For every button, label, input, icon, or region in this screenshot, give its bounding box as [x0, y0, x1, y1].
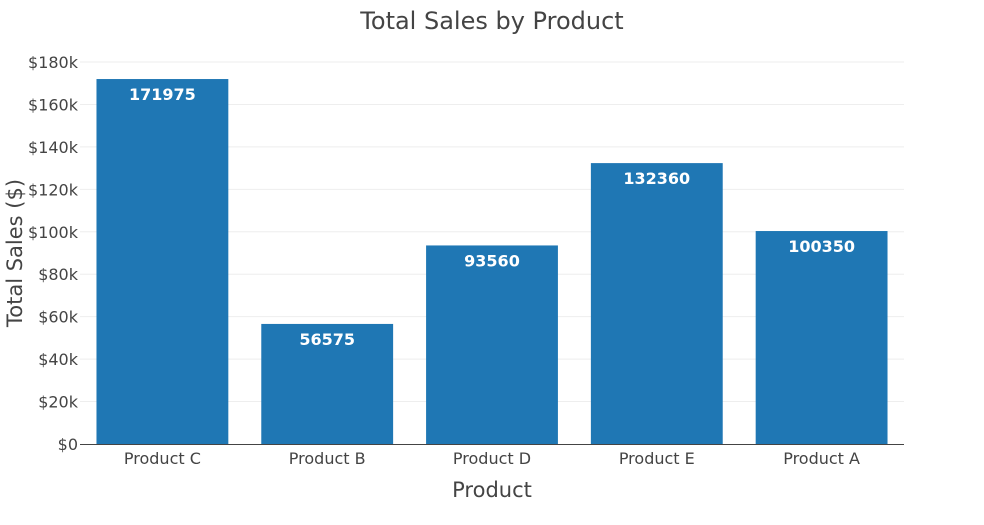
bar-value-label: 56575 — [299, 330, 355, 349]
y-axis-title: Total Sales ($) — [3, 179, 27, 328]
y-tick-label: $80k — [38, 265, 79, 284]
y-tick-label: $160k — [28, 95, 79, 114]
chart-title: Total Sales by Product — [359, 7, 623, 35]
x-tick-label: Product C — [124, 449, 201, 468]
y-axis-ticks: $0 $20k $40k $60k $80k $100k $120k $140k $160k $1… — [28, 53, 79, 454]
bar-labels: 171975 56575 93560 132360 100350 — [129, 85, 855, 349]
x-tick-label: Product B — [289, 449, 366, 468]
bar — [96, 79, 229, 445]
bar — [261, 323, 394, 444]
bar-value-label: 132360 — [623, 169, 690, 188]
x-axis-ticks: Product C Product B Product D Product E Prod… — [124, 449, 860, 468]
y-tick-label: $40k — [38, 350, 79, 369]
y-tick-label: $120k — [28, 180, 79, 199]
bars — [96, 79, 888, 445]
x-tick-label: Product A — [783, 449, 860, 468]
x-tick-label: Product D — [453, 449, 531, 468]
y-tick-label: $100k — [28, 223, 79, 242]
bar — [590, 163, 723, 444]
bar — [755, 231, 888, 444]
y-tick-label: $60k — [38, 308, 79, 327]
x-tick-label: Product E — [619, 449, 695, 468]
y-tick-label: $20k — [38, 393, 79, 412]
bar-value-label: 100350 — [788, 237, 855, 256]
bar-value-label: 93560 — [464, 251, 520, 270]
bar — [426, 245, 558, 444]
y-tick-label: $0 — [58, 435, 78, 454]
x-axis-title: Product — [452, 478, 532, 502]
bar-value-label: 171975 — [129, 85, 196, 104]
y-tick-label: $180k — [28, 53, 79, 72]
y-tick-label: $140k — [28, 138, 79, 157]
